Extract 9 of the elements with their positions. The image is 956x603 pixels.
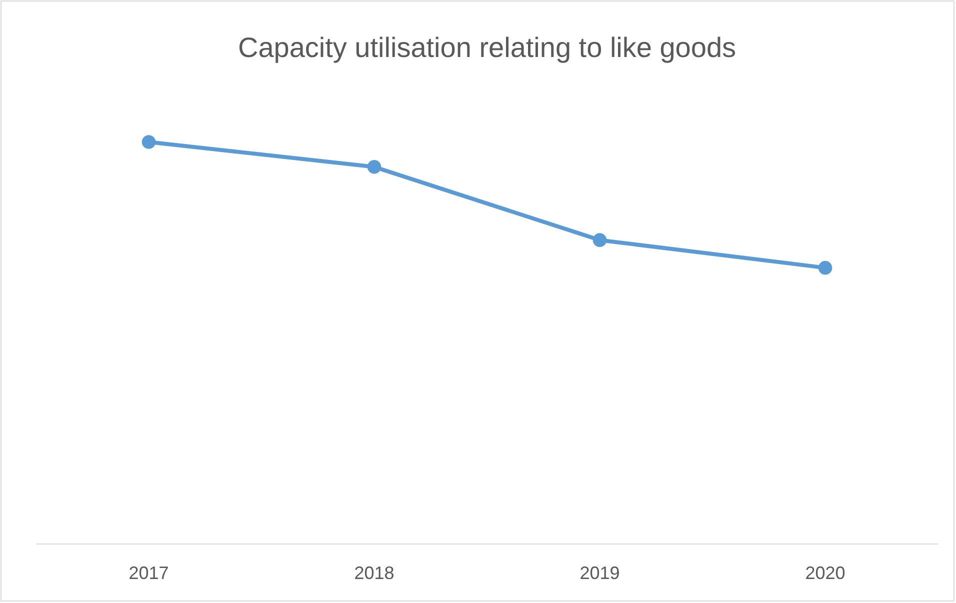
point	[142, 135, 156, 149]
chart-title: Capacity utilisation relating to like goods	[238, 32, 736, 63]
x-tick-label: 2019	[580, 562, 620, 583]
point	[592, 233, 607, 247]
x-tick-label: 2018	[354, 562, 394, 583]
point	[818, 260, 832, 275]
x-tick-label: 2017	[128, 562, 169, 583]
point	[367, 160, 382, 174]
x-tick-label: 2020	[805, 562, 846, 583]
